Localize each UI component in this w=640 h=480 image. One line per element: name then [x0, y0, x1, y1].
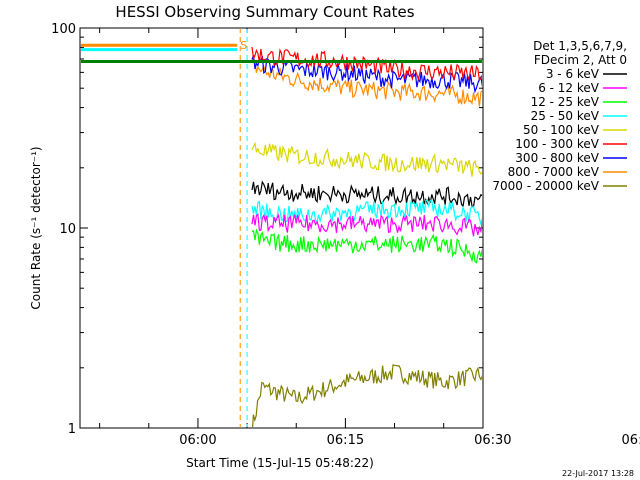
x-tick-label: 06:30	[474, 433, 511, 448]
legend-label: 12 - 25 keV	[531, 95, 600, 109]
x-tick-label: 06:15	[327, 433, 364, 448]
plot-series-group	[81, 29, 482, 427]
series-line	[251, 58, 482, 107]
series-line	[252, 364, 482, 427]
legend-label: 50 - 100 keV	[523, 123, 600, 137]
x-tick-label: 06:45	[622, 433, 640, 448]
legend-label: 3 - 6 keV	[546, 67, 600, 81]
chart-title: HESSI Observing Summary Count Rates	[115, 3, 414, 21]
legend-label: 100 - 300 keV	[515, 137, 599, 151]
legend: Det 1,3,5,6,7,9,FDecim 2, Att 03 - 6 keV…	[492, 39, 627, 193]
x-tick-label: 06:00	[179, 433, 216, 448]
series-line	[251, 180, 482, 208]
legend-label: 300 - 800 keV	[515, 151, 599, 165]
legend-header: FDecim 2, Att 0	[534, 53, 627, 67]
legend-header: Det 1,3,5,6,7,9,	[533, 39, 627, 53]
footer-date: 22-Jul-2017 13:28	[561, 469, 634, 478]
series-line	[251, 55, 482, 94]
y-tick-label: 10	[59, 222, 76, 237]
y-tick-label: 1	[68, 422, 76, 437]
plot-area: 11010006:0006:1506:3006:4507:0007:15SRD6…	[51, 22, 640, 448]
series-line	[251, 228, 482, 264]
annotation-label: S	[240, 39, 247, 52]
series-line	[251, 199, 482, 227]
legend-label: 25 - 50 keV	[531, 109, 600, 123]
y-axis-label: Count Rate (s⁻¹ detector⁻¹)	[29, 146, 43, 309]
legend-label: 800 - 7000 keV	[508, 165, 600, 179]
legend-label: 7000 - 20000 keV	[492, 179, 599, 193]
y-tick-label: 100	[51, 22, 76, 37]
legend-label: 6 - 12 keV	[538, 81, 600, 95]
series-line	[251, 213, 482, 237]
x-axis-label: Start Time (15-Jul-15 05:48:22)	[186, 456, 374, 470]
series-line	[251, 141, 482, 177]
